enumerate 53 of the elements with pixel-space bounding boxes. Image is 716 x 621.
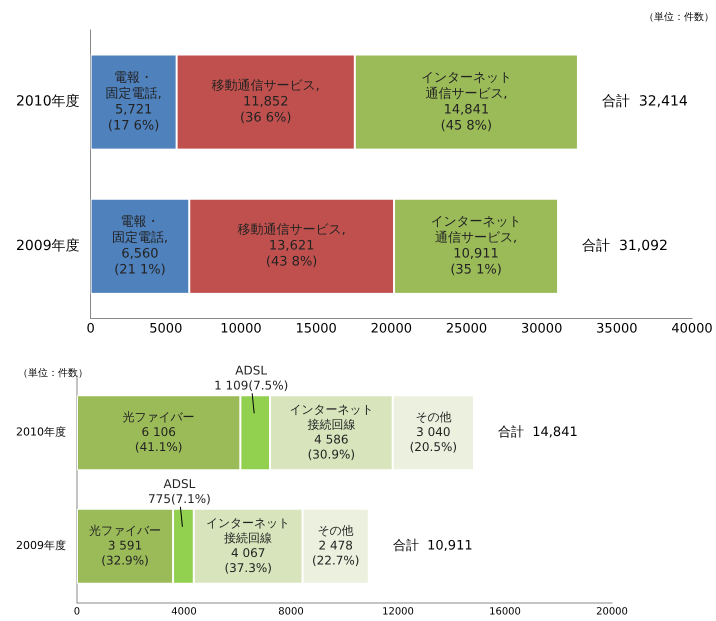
x-tick-label: 16000 [489, 606, 521, 618]
y-tick-label: 2009年度 [16, 539, 66, 552]
total-label: 合計 31,092 [582, 238, 668, 254]
text: ADSL [164, 476, 196, 491]
series-label: インターネット通信サービス, [420, 70, 512, 102]
x-tick-label: 20000 [370, 322, 412, 337]
x-tick-label: 0 [74, 606, 80, 618]
x-tick-label: 4000 [171, 606, 197, 618]
text: （単位：件数） [644, 11, 714, 24]
x-tick-label: 40000 [671, 322, 713, 337]
text: その他 [318, 523, 354, 538]
x-tick-label: 30000 [520, 322, 562, 337]
series-label: 移動通信サービス, [212, 78, 320, 94]
text: インターネット通信サービス, [430, 214, 522, 246]
data-label: 4 586 (30.9%) [308, 432, 356, 462]
data-label: 775(7.1%) [148, 492, 211, 506]
data-label: 14,841 (45 8%) [440, 102, 492, 134]
x-tick-label: 8000 [278, 606, 304, 618]
data-label: 3 591 (32.9%) [101, 538, 149, 568]
total-label: 合計 10,911 [392, 538, 473, 554]
data-label: 3 040 (20.5%) [410, 424, 458, 454]
x-tick-label: 5000 [149, 322, 182, 337]
y-tick-label: 2009年度 [16, 238, 80, 254]
data-label: 5,721 (17 6%) [108, 102, 160, 134]
x-tick-label: 0 [86, 322, 95, 337]
data-label: 10,911 (35 1%) [450, 246, 502, 278]
total-label: 合計 14,841 [498, 425, 578, 440]
data-label: 6 106 (41.1%) [134, 424, 182, 454]
series-label: 電報・固定電話, [106, 70, 162, 102]
series-label: 光ファイバー [89, 523, 162, 538]
x-tick-label: 10000 [220, 322, 262, 337]
x-tick-label: 35000 [596, 322, 638, 337]
y-tick-label: 2010年度 [16, 94, 80, 110]
series-label: インターネット接続回線 [289, 402, 374, 432]
data-label: 4 067 (37.3%) [224, 546, 272, 575]
data-label: 6,560 (21 1%) [114, 246, 166, 278]
series-label: ADSL [235, 363, 268, 378]
x-tick-label: 25000 [446, 322, 488, 337]
y-tick-label: 2010年度 [16, 426, 66, 439]
data-label: 13,621 (43 8%) [266, 238, 318, 270]
text: 電報・固定電話, [112, 214, 168, 246]
text: インターネット接続回線 [206, 516, 290, 545]
data-label: 2 478 (22.7%) [312, 538, 360, 568]
annotation: （単位：件数） [18, 367, 88, 380]
x-tick-label: 12000 [382, 606, 414, 618]
data-label: 1 109(7.5%) [214, 378, 288, 392]
x-tick-label: 15000 [295, 322, 337, 337]
text: 移動通信サービス, [238, 222, 346, 238]
series-label: その他 [415, 410, 452, 424]
total-label: 合計 32,414 [602, 94, 688, 110]
text: 光ファイバー [122, 410, 195, 424]
x-tick-label: 20000 [596, 606, 628, 618]
data-label: 11,852 (36 6%) [240, 94, 292, 126]
